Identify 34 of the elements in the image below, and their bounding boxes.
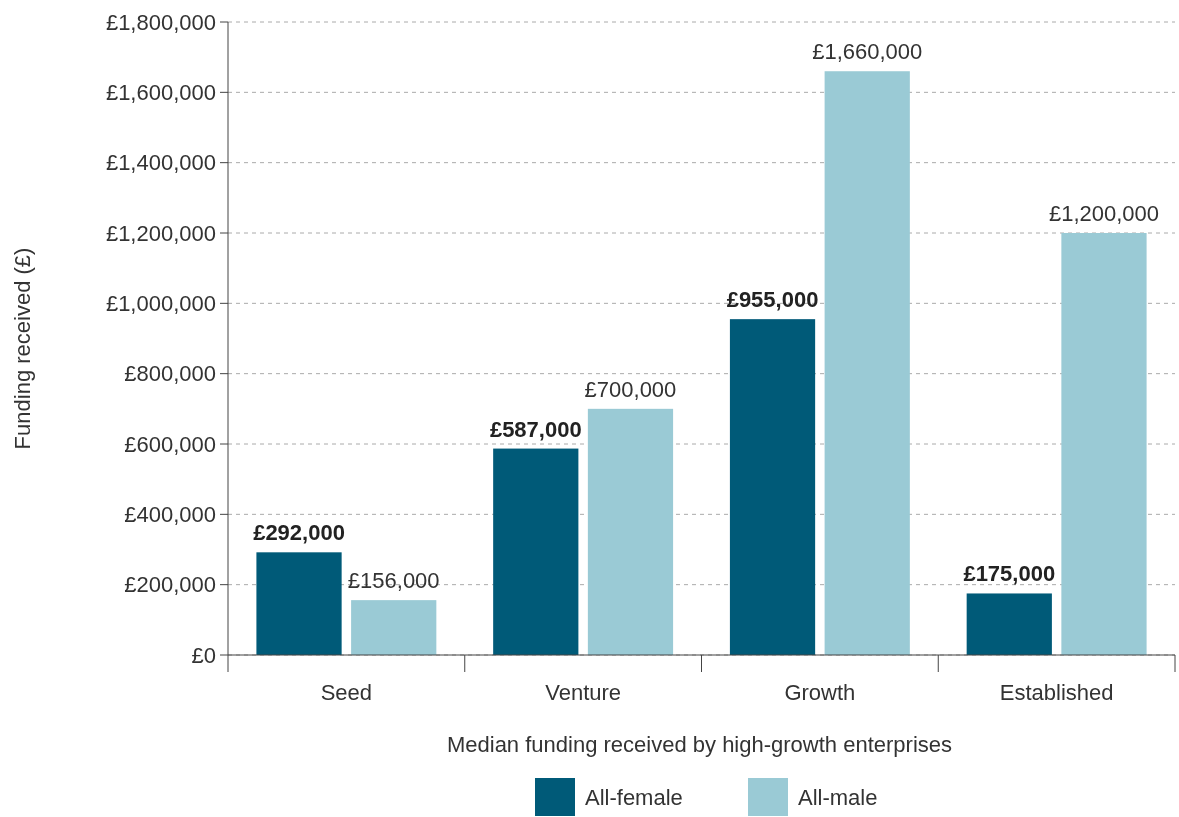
data-label: £955,000: [726, 287, 819, 313]
legend-label: All-male: [798, 784, 878, 810]
data-label: £700,000: [584, 376, 677, 402]
data-label: £156,000: [347, 568, 440, 594]
x-tick-label: Venture: [545, 680, 622, 705]
data-label: £1,660,000: [812, 39, 923, 65]
y-tick-label: £800,000: [124, 361, 216, 387]
bar: [256, 552, 342, 655]
data-label: £292,000: [253, 520, 345, 546]
y-tick-label: £0: [191, 642, 216, 668]
y-tick-label: £1,000,000: [105, 291, 216, 317]
y-tick-label: £1,800,000: [105, 9, 216, 35]
legend-label: All-female: [585, 784, 683, 810]
x-axis-title: Median funding received by high-growth enterprises: [446, 732, 953, 757]
bar: [1061, 233, 1147, 655]
data-label: £175,000: [963, 561, 1056, 587]
bar: [587, 408, 674, 655]
y-tick-label: £200,000: [124, 572, 216, 598]
bar: [824, 71, 910, 655]
x-tick-label: Growth: [784, 680, 856, 705]
y-tick-label: £1,200,000: [105, 220, 216, 246]
y-axis-title: Funding received (£): [10, 247, 35, 450]
x-tick-label: Established: [999, 680, 1114, 705]
bar: [729, 319, 816, 655]
bar: [966, 593, 1052, 655]
y-tick-label: £400,000: [124, 502, 216, 528]
x-tick-label: Seed: [320, 680, 373, 705]
data-label: £1,200,000: [1048, 201, 1160, 226]
y-tick-label: £1,600,000: [105, 80, 216, 106]
bar: [493, 448, 579, 655]
y-tick-label: £1,400,000: [105, 150, 216, 176]
y-tick-label: £600,000: [124, 431, 216, 457]
data-label: £587,000: [489, 416, 582, 442]
bar: [351, 600, 437, 655]
